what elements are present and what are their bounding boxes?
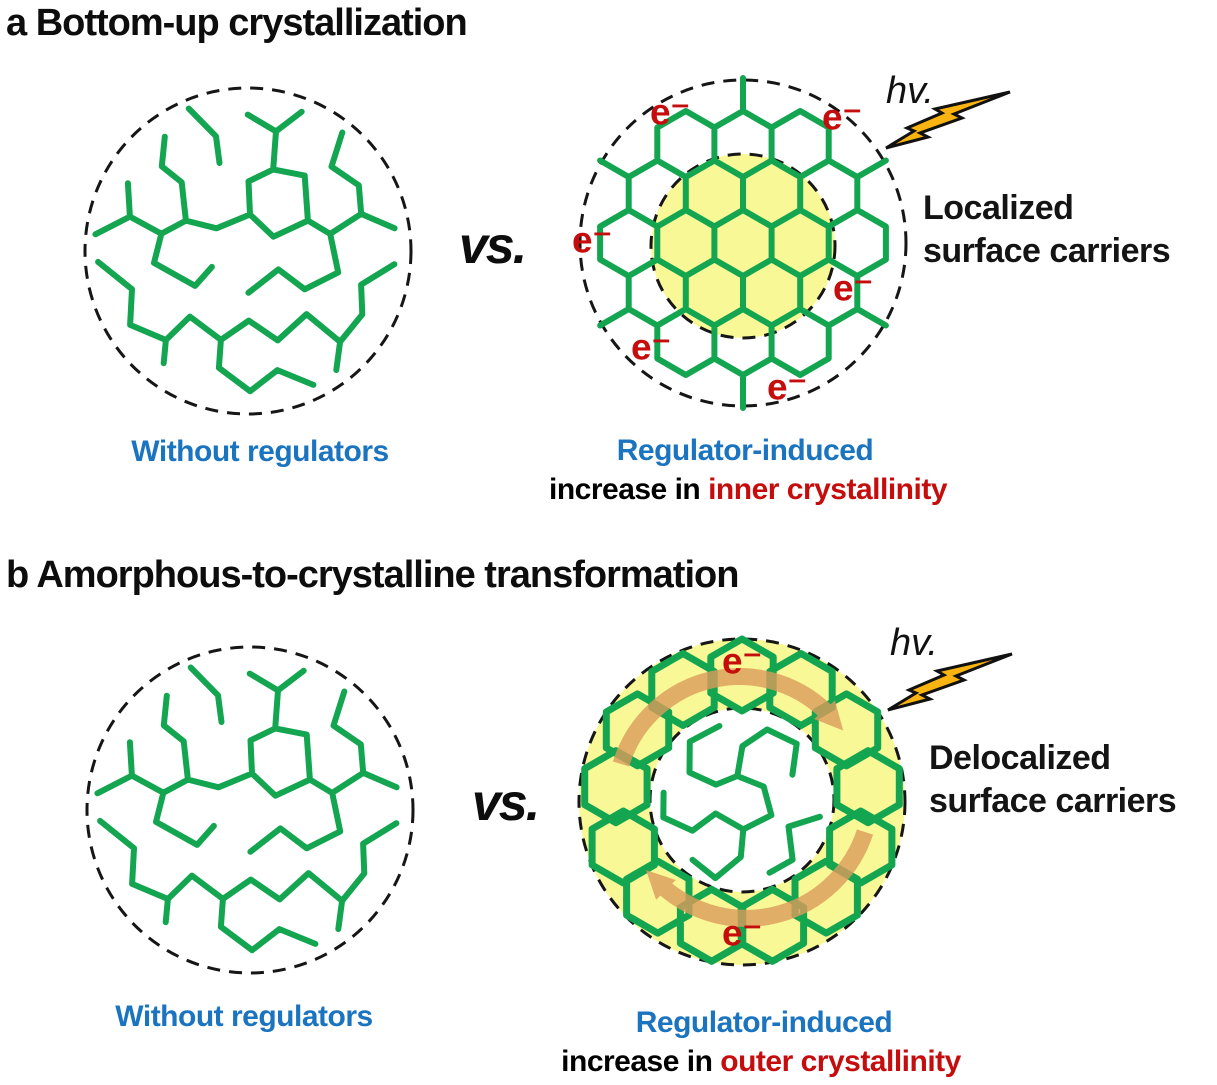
panel-a-right-caption-line1: Regulator-induced [616, 434, 874, 467]
carrier-circulation-arrows [612, 668, 874, 927]
electron-label: e⁻ [766, 366, 808, 408]
caption-prefix: increase in [548, 473, 709, 506]
panel-a-vs-label: vs. [458, 217, 527, 275]
electron-label: e⁻ [721, 912, 763, 954]
photon-hv-label: hv. [890, 622, 938, 664]
clockwise-arrow-top [612, 668, 844, 767]
panel-a-title: a Bottom-up crystallization [6, 2, 468, 44]
panel-b-vs-label: vs. [471, 774, 540, 832]
network-path [597, 75, 889, 411]
dashed-particle-outline [83, 86, 413, 416]
electron-label: e⁻ [832, 267, 874, 309]
amorphous-network [94, 664, 400, 954]
caption-prefix: increase in [561, 1045, 721, 1078]
panel-a-amorphous-particle-svg [83, 86, 413, 416]
panel-a-carrier-label: surface carriers [923, 232, 1171, 270]
network-path [92, 105, 398, 395]
panel-a-carrier-type-label: Localized [923, 189, 1074, 227]
panel-b-right-caption-line1: Regulator-induced [635, 1006, 893, 1039]
inner-amorphous-network [660, 723, 823, 882]
panel-a-right-caption-line2: increase in inner crystallinity [548, 473, 948, 506]
panel-b-title: b Amorphous-to-crystalline transformatio… [6, 554, 739, 596]
panel-a-left-caption: Without regulators [131, 435, 389, 468]
dashed-particle-outline [577, 637, 907, 967]
electron-label: e⁻ [649, 91, 691, 133]
dashed-particle-outline [578, 78, 908, 408]
clockwise-arrow-bottom [646, 829, 874, 927]
electron-label: e⁻ [821, 96, 863, 138]
network-path [581, 635, 903, 965]
panel-b-shell-crystalline-particle-svg [577, 635, 907, 967]
panel-b-carrier-type-label: Delocalized [929, 739, 1111, 777]
ordered-honeycomb-network [597, 75, 889, 411]
lightning-bolt-icon [885, 90, 1011, 150]
electron-label: e⁻ [571, 219, 613, 261]
panel-b-amorphous-particle-svg [85, 645, 415, 975]
electron-label: e⁻ [630, 326, 672, 368]
panel-b-right-caption-line2: increase in outer crystallinity [561, 1047, 961, 1077]
ordered-honeycomb-shell [581, 635, 903, 965]
caption-highlight: inner crystallinity [708, 473, 948, 506]
panel-b-left-caption: Without regulators [115, 1000, 373, 1033]
network-path [94, 664, 400, 954]
caption-highlight: outer crystallinity [720, 1045, 961, 1078]
crystalline-core-fill [651, 154, 835, 338]
electron-label: e⁻ [721, 640, 763, 682]
photon-hv-label: hv. [886, 70, 934, 112]
panel-a-core-crystalline-particle-svg [578, 75, 908, 411]
dashed-particle-outline [85, 645, 415, 975]
lightning-bolt-icon [887, 652, 1013, 712]
amorphous-network [92, 105, 398, 395]
dashed-core-outline [649, 152, 837, 340]
network-path [660, 723, 823, 882]
panel-b-carrier-label: surface carriers [929, 782, 1177, 820]
